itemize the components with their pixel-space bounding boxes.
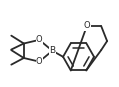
Text: O: O <box>84 21 90 30</box>
Text: O: O <box>36 57 43 66</box>
Text: O: O <box>36 35 43 44</box>
Text: B: B <box>49 46 55 55</box>
